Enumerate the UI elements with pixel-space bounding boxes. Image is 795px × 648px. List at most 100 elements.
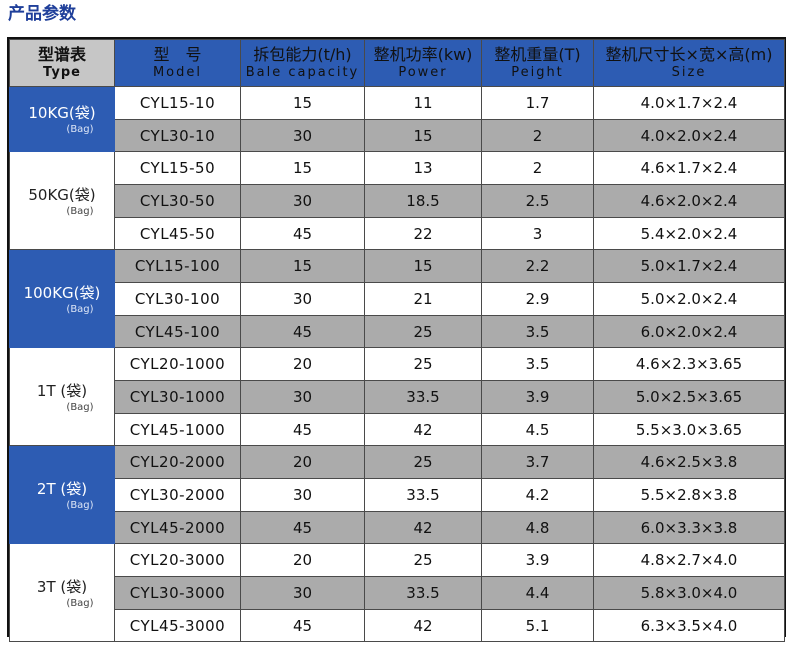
cell-weight: 4.2: [481, 478, 594, 512]
cell-weight: 4.4: [481, 576, 594, 610]
cell-power: 11: [364, 86, 482, 120]
cell-model: CYL15-10: [114, 86, 241, 120]
cell-capacity: 30: [240, 184, 365, 218]
table-row: CYL30-50 30 18.5 2.5 4.6×2.0×2.4: [10, 184, 785, 218]
cell-weight: 3.7: [481, 445, 594, 479]
cell-capacity: 15: [240, 249, 365, 283]
cell-model: CYL30-50: [114, 184, 241, 218]
cell-size: 5.8×3.0×4.0: [593, 576, 785, 610]
cell-weight: 1.7: [481, 86, 594, 120]
cell-model: CYL20-2000: [114, 445, 241, 479]
cell-power: 25: [364, 543, 482, 577]
cell-power: 13: [364, 151, 482, 185]
cell-model: CYL45-3000: [114, 609, 241, 642]
cell-power: 21: [364, 282, 482, 316]
cell-capacity: 45: [240, 315, 365, 348]
spec-table: 型谱表 Type 型 号 Model 拆包能力(t/h) Bale capaci…: [9, 39, 785, 642]
cell-capacity: 45: [240, 217, 365, 250]
cell-size: 5.4×2.0×2.4: [593, 217, 785, 250]
group-label: 1T (袋): [36, 381, 88, 400]
header-model: 型 号 Model: [114, 39, 241, 87]
group-label: 2T (袋): [36, 479, 88, 498]
group-label: 100KG(袋): [23, 283, 101, 302]
cell-model: CYL15-100: [114, 249, 241, 283]
cell-weight: 2.9: [481, 282, 594, 316]
cell-power: 25: [364, 315, 482, 348]
table-row: CYL45-1000 45 42 4.5 5.5×3.0×3.65: [10, 413, 785, 446]
cell-weight: 3.9: [481, 380, 594, 414]
spec-table-body: 10KG(袋) (Bag) CYL15-10 15 11 1.7 4.0×1.7×2.4 CY…: [9, 86, 785, 642]
cell-power: 42: [364, 413, 482, 446]
cell-weight: 2.5: [481, 184, 594, 218]
cell-weight: 2.2: [481, 249, 594, 283]
header-capacity-en: Bale capacity: [245, 65, 360, 80]
group-label-cell: 10KG(袋) (Bag): [9, 86, 115, 152]
header-capacity-zh: 拆包能力(t/h): [253, 45, 352, 64]
group-sublabel: (Bag): [66, 597, 94, 609]
cell-size: 4.6×2.5×3.8: [593, 445, 785, 479]
cell-size: 4.6×1.7×2.4: [593, 151, 785, 185]
group-sublabel: (Bag): [66, 499, 94, 511]
cell-capacity: 20: [240, 543, 365, 577]
cell-capacity: 30: [240, 119, 365, 152]
table-row: CYL30-3000 30 33.5 4.4 5.8×3.0×4.0: [10, 576, 785, 610]
header-type-zh: 型谱表: [37, 45, 86, 64]
group-sublabel: (Bag): [66, 205, 94, 217]
header-type-en: Type: [43, 65, 81, 80]
cell-size: 6.0×2.0×2.4: [593, 315, 785, 348]
cell-model: CYL30-1000: [114, 380, 241, 414]
header-weight: 整机重量(T) Peight: [481, 39, 594, 87]
group-label-cell: 1T (袋) (Bag): [9, 347, 115, 446]
cell-weight: 3: [481, 217, 594, 250]
cell-model: CYL30-2000: [114, 478, 241, 512]
table-row: CYL30-1000 30 33.5 3.9 5.0×2.5×3.65: [10, 380, 785, 414]
cell-power: 22: [364, 217, 482, 250]
cell-size: 5.0×2.0×2.4: [593, 282, 785, 316]
table-row: 50KG(袋) (Bag) CYL15-50 15 13 2 4.6×1.7×2.4: [9, 151, 785, 250]
cell-weight: 3.5: [481, 315, 594, 348]
header-size-en: Size: [671, 65, 707, 80]
cell-capacity: 15: [240, 86, 365, 120]
group-label-cell: 50KG(袋) (Bag): [9, 151, 115, 250]
header-capacity: 拆包能力(t/h) Bale capacity: [240, 39, 365, 87]
cell-power: 33.5: [364, 478, 482, 512]
table-row: 1T (袋) (Bag) CYL20-1000 20 25 3.5 4.6×2.3×3.65: [9, 347, 785, 446]
cell-size: 5.5×2.8×3.8: [593, 478, 785, 512]
cell-size: 4.0×2.0×2.4: [593, 119, 785, 152]
cell-power: 25: [364, 347, 482, 381]
cell-weight: 3.9: [481, 543, 594, 577]
page-title: 产品参数: [8, 4, 76, 24]
cell-power: 42: [364, 609, 482, 642]
cell-size: 5.5×3.0×3.65: [593, 413, 785, 446]
cell-size: 5.0×2.5×3.65: [593, 380, 785, 414]
header-model-zh: 型 号: [153, 45, 202, 64]
table-row: CYL45-2000 45 42 4.8 6.0×3.3×3.8: [10, 511, 785, 544]
cell-model: CYL45-1000: [114, 413, 241, 446]
cell-capacity: 45: [240, 413, 365, 446]
cell-size: 5.0×1.7×2.4: [593, 249, 785, 283]
group-label-cell: 3T (袋) (Bag): [9, 543, 115, 642]
cell-size: 4.6×2.0×2.4: [593, 184, 785, 218]
group-label: 50KG(袋): [28, 185, 96, 204]
cell-size: 4.8×2.7×4.0: [593, 543, 785, 577]
cell-weight: 4.8: [481, 511, 594, 544]
cell-size: 4.0×1.7×2.4: [593, 86, 785, 120]
cell-power: 15: [364, 249, 482, 283]
header-weight-en: Peight: [511, 65, 564, 80]
cell-model: CYL45-2000: [114, 511, 241, 544]
cell-capacity: 45: [240, 511, 365, 544]
header-model-en: Model: [152, 65, 203, 80]
table-row: 10KG(袋) (Bag) CYL15-10 15 11 1.7 4.0×1.7×2.4: [9, 86, 785, 152]
cell-capacity: 30: [240, 576, 365, 610]
table-row: CYL30-10 30 15 2 4.0×2.0×2.4: [10, 119, 785, 152]
cell-power: 18.5: [364, 184, 482, 218]
cell-power: 15: [364, 119, 482, 152]
group-sublabel: (Bag): [66, 303, 94, 315]
cell-weight: 4.5: [481, 413, 594, 446]
cell-size: 6.3×3.5×4.0: [593, 609, 785, 642]
cell-model: CYL45-100: [114, 315, 241, 348]
group-sublabel: (Bag): [66, 124, 94, 135]
header-power-zh: 整机功率(kw): [373, 45, 473, 64]
group-label-cell: 100KG(袋) (Bag): [9, 249, 115, 348]
cell-capacity: 15: [240, 151, 365, 185]
